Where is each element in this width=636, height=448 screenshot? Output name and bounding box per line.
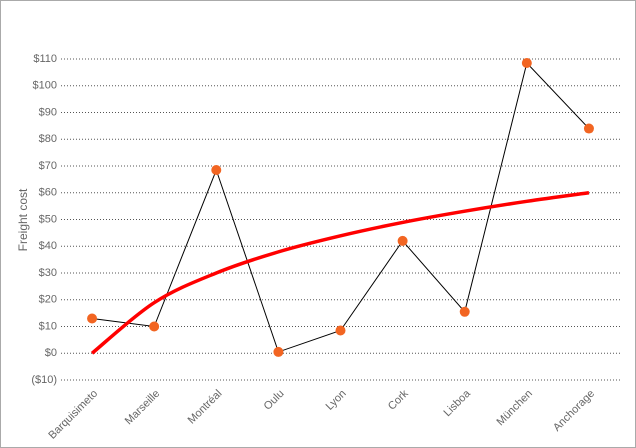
y-tick-label: $20 xyxy=(39,294,57,306)
y-tick-label: $0 xyxy=(45,347,57,359)
y-tick-label: $50 xyxy=(39,213,57,225)
y-tick-label: $70 xyxy=(39,160,57,172)
y-tick-label: ($10) xyxy=(31,374,57,386)
marker xyxy=(459,306,470,317)
y-tick-label: $110 xyxy=(33,53,57,65)
marker xyxy=(335,325,346,336)
marker xyxy=(273,346,284,357)
y-axis-title: Freight cost xyxy=(16,188,30,251)
y-tick-label: $80 xyxy=(39,133,57,145)
y-tick-label: $60 xyxy=(39,187,57,199)
trend-line xyxy=(90,191,590,355)
marker xyxy=(397,235,408,246)
y-tick-label: $10 xyxy=(39,320,57,332)
marker xyxy=(211,165,222,176)
y-tick-label: $90 xyxy=(39,106,57,118)
y-tick-label: $30 xyxy=(39,267,57,279)
marker xyxy=(583,123,594,134)
y-tick-label: $100 xyxy=(33,80,57,92)
marker xyxy=(149,321,160,332)
y-tick-label: $40 xyxy=(39,240,57,252)
marker xyxy=(87,313,98,324)
marker xyxy=(521,58,532,69)
